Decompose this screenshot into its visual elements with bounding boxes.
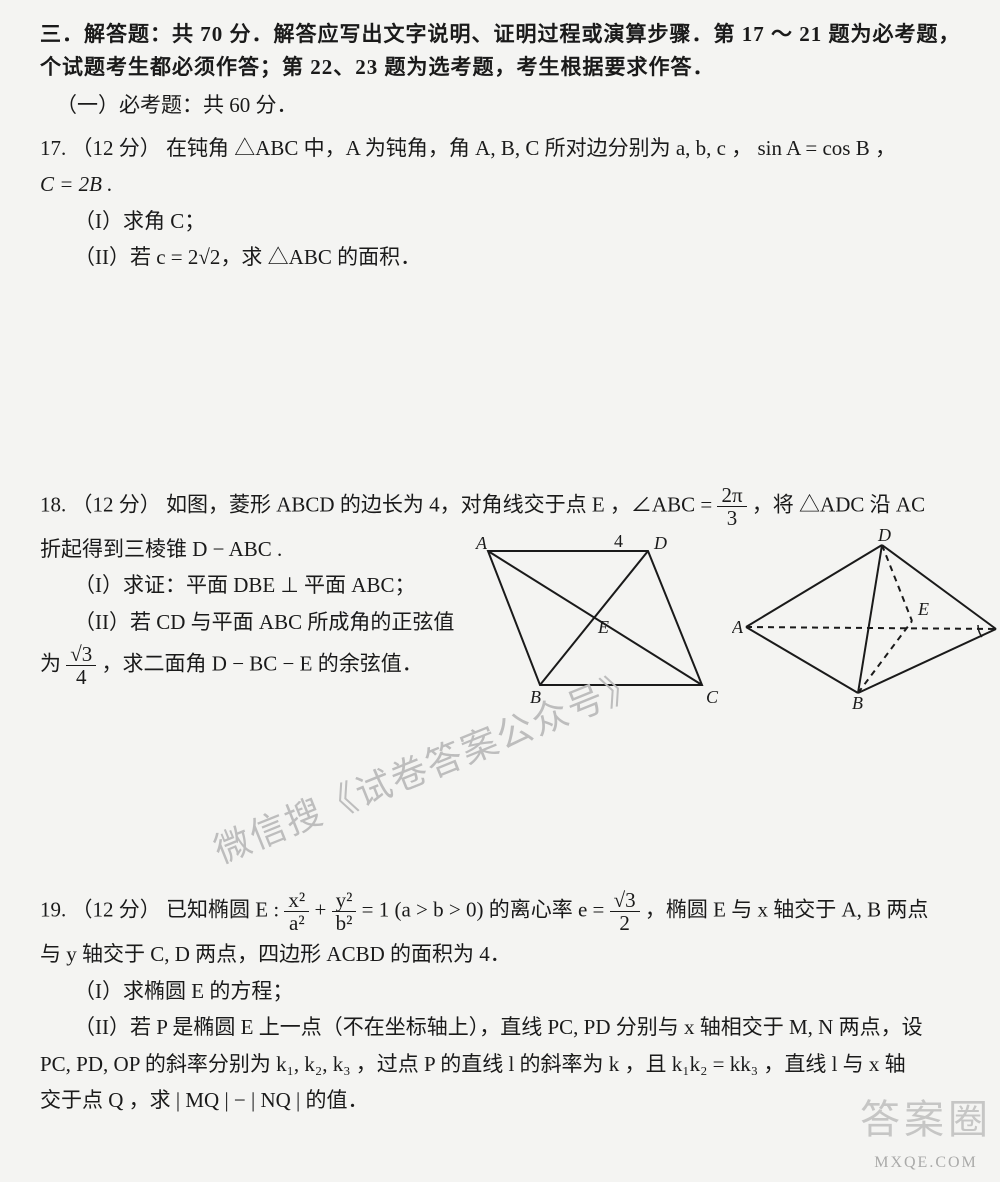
q18-sin-frac: √3 4 xyxy=(66,643,96,688)
q19-part2-l3: 交于点 Q ，求 | MQ | − | NQ | 的值． xyxy=(40,1084,972,1117)
q17-stem-2: C = 2B . xyxy=(40,172,113,196)
q19-stem-prefix: 已知椭圆 E : xyxy=(166,897,284,921)
frac-den: a² xyxy=(284,912,309,934)
q19-line2: 与 y 轴交于 C, D 两点，四边形 ACBD 的面积为 4． xyxy=(40,938,972,971)
frac-den: b² xyxy=(332,912,357,934)
svg-text:E: E xyxy=(917,599,929,619)
q18-part2b: 为 √3 4 ，求二面角 D − BC − E 的余弦值． xyxy=(40,643,470,688)
problem-19: 19. （12 分） 已知椭圆 E : x² a² + y² b² = 1 (a… xyxy=(40,889,972,1117)
section-heading-line1: 三．解答题：共 70 分．解答应写出文字说明、证明过程或演算步骤．第 17 ～ … xyxy=(40,18,972,51)
q18-points: （12 分） xyxy=(72,492,161,516)
svg-text:A: A xyxy=(732,617,744,637)
q18-line2: 折起得到三棱锥 D − ABC . xyxy=(40,533,470,566)
q19-ecc-frac: √3 2 xyxy=(610,889,640,934)
frac-num: 2π xyxy=(717,484,746,507)
q19-number: 19. xyxy=(40,897,66,921)
q19-part2-l2: PC, PD, OP 的斜率分别为 k₁, k₂, k₃ ，过点 P 的直线 l… xyxy=(40,1048,972,1081)
svg-text:D: D xyxy=(877,529,891,545)
section-heading-line2: 个试题考生都必须作答；第 22、23 题为选考题，考生根据要求作答． xyxy=(40,51,972,84)
q19-frac2: y² b² xyxy=(332,889,357,934)
q17-part2-prefix: （II）若 c = 2 xyxy=(74,245,198,269)
frac-den: 3 xyxy=(717,507,746,529)
q17-part2-suffix: ，求 △ABC 的面积． xyxy=(220,245,421,269)
q17-sqrt2: √2 xyxy=(198,245,220,269)
problem-17: 17. （12 分） 在钝角 △ABC 中，A 为钝角，角 A, B, C 所对… xyxy=(40,132,972,274)
section-subheading: （一）必考题：共 60 分． xyxy=(56,89,972,122)
svg-text:D: D xyxy=(653,533,667,553)
q18-part2b-suffix: ，求二面角 D − BC − E 的余弦值． xyxy=(102,651,423,675)
q17-points: （12 分） xyxy=(72,136,161,160)
q18-figure-3d: A B C D E xyxy=(732,529,1000,709)
frac-num: √3 xyxy=(66,643,96,666)
q18-part2b-prefix: 为 xyxy=(40,651,66,675)
q19-frac1: x² a² xyxy=(284,889,309,934)
q18-angle-frac: 2π 3 xyxy=(717,484,746,529)
q19-part2-l1: （II）若 P 是椭圆 E 上一点（不在坐标轴上），直线 PC, PD 分别与 … xyxy=(74,1011,972,1044)
q17-number: 17. xyxy=(40,136,66,160)
svg-text:C: C xyxy=(706,687,719,704)
frac-num: √3 xyxy=(610,889,640,912)
q19-plus: + xyxy=(314,897,331,921)
q17-stem-1: 在钝角 △ABC 中，A 为钝角，角 A, B, C 所对边分别为 a, b, … xyxy=(166,136,896,160)
frac-num: y² xyxy=(332,889,357,912)
q18-part2a: （II）若 CD 与平面 ABC 所成角的正弦值 xyxy=(74,606,470,639)
svg-text:A: A xyxy=(475,533,488,553)
q17-part2: （II）若 c = 2√2，求 △ABC 的面积． xyxy=(74,241,972,274)
frac-den: 2 xyxy=(610,912,640,934)
q18-stem-suffix: ，将 △ADC 沿 AC xyxy=(752,492,925,516)
svg-text:4: 4 xyxy=(614,531,623,551)
stamp-small: MXQE.COM xyxy=(860,1151,992,1176)
frac-den: 4 xyxy=(66,666,96,688)
svg-text:E: E xyxy=(597,617,609,637)
q19-stem-suffix: ，椭圆 E 与 x 轴交于 A, B 两点 xyxy=(645,897,929,921)
q19-part1: （I）求椭圆 E 的方程； xyxy=(74,975,972,1008)
q19-eq1: = 1 (a > b > 0) 的离心率 e = xyxy=(362,897,610,921)
frac-num: x² xyxy=(284,889,309,912)
q19-points: （12 分） xyxy=(72,897,161,921)
svg-text:B: B xyxy=(852,693,863,709)
svg-text:B: B xyxy=(530,687,541,704)
q18-stem-prefix: 如图，菱形 ABCD 的边长为 4，对角线交于点 E ，∠ABC = xyxy=(166,492,717,516)
q18-part1: （I）求证：平面 DBE ⊥ 平面 ABC； xyxy=(74,569,470,602)
problem-18: 18. （12 分） 如图，菱形 ABCD 的边长为 4，对角线交于点 E ，∠… xyxy=(40,484,972,709)
q17-part1: （I）求角 C； xyxy=(74,205,972,238)
q18-figure-flat: A B C D E 4 xyxy=(470,529,720,704)
q18-number: 18. xyxy=(40,492,66,516)
